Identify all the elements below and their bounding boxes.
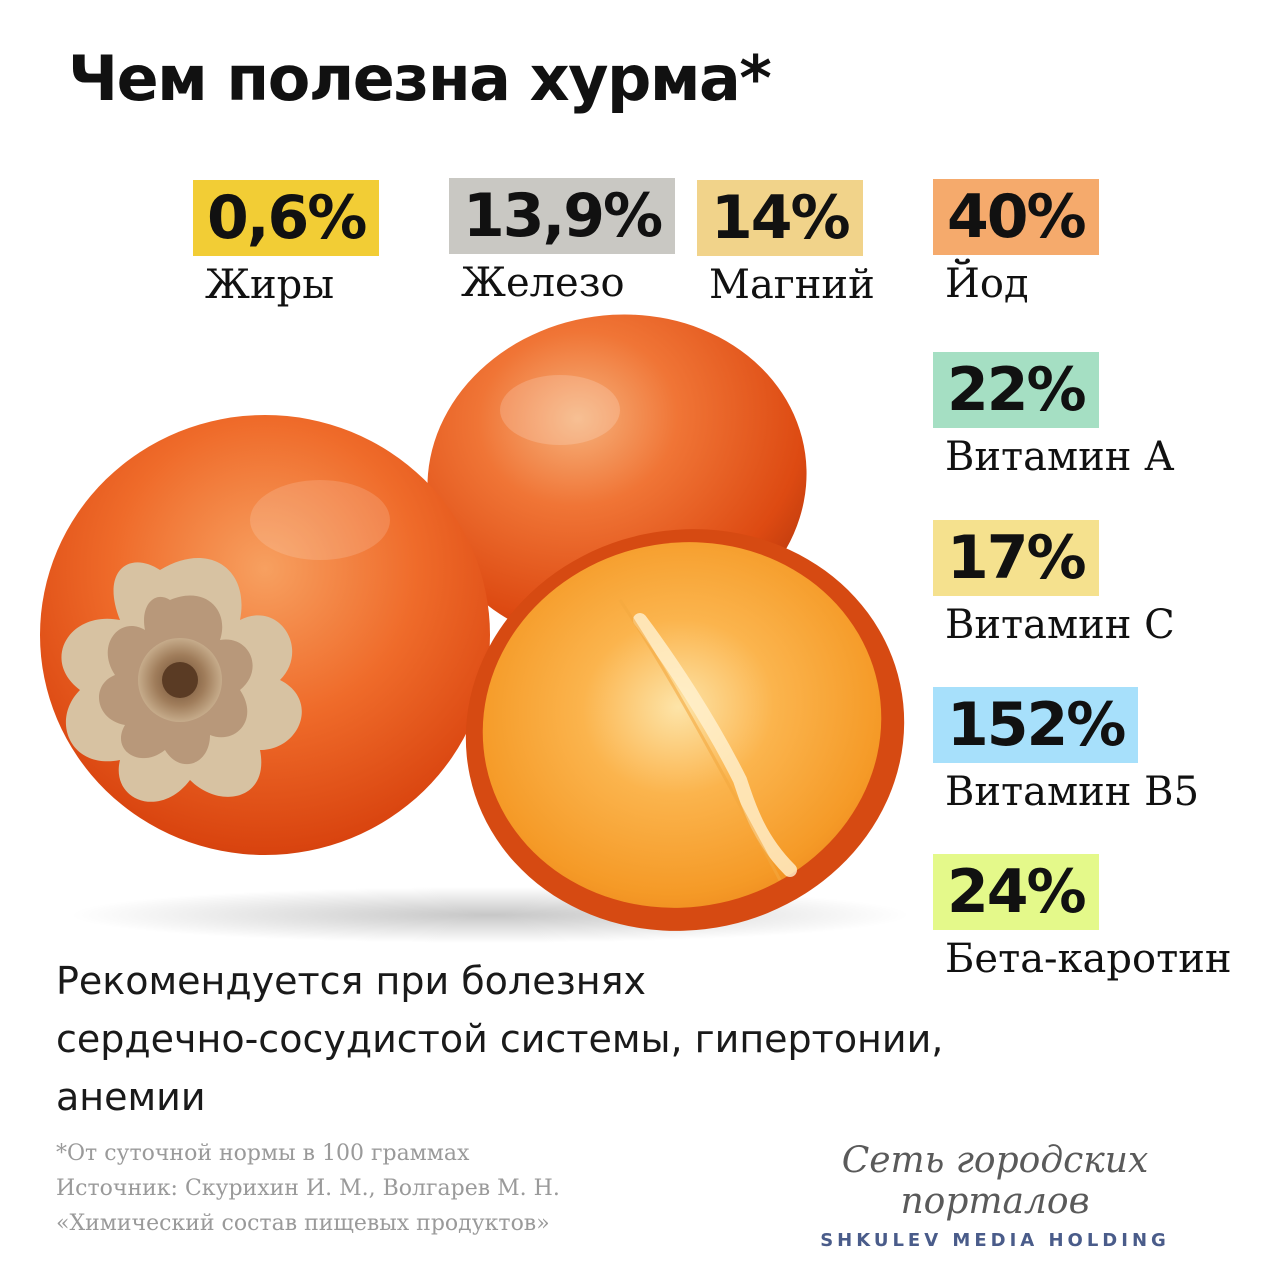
nutrient-label: Витамин С bbox=[945, 602, 1175, 648]
nutrient-label: Йод bbox=[945, 261, 1029, 307]
nutrient-value-badge: 40% bbox=[933, 179, 1099, 255]
nutrient-value-badge: 152% bbox=[933, 687, 1139, 763]
footnote: *От суточной нормы в 100 граммах Источни… bbox=[56, 1136, 696, 1241]
nutrient-vitamin-b5: 152% Витамин В5 bbox=[933, 687, 1199, 815]
nutrient-value-badge: 14% bbox=[697, 180, 863, 256]
nutrient-label: Магний bbox=[709, 262, 875, 308]
page-title: Чем полезна хурма* bbox=[68, 42, 772, 115]
brand-logo: Сеть городских порталов SHKULEV MEDIA HO… bbox=[770, 1140, 1220, 1251]
footnote-line: «Химический состав пищевых продуктов» bbox=[56, 1211, 550, 1236]
nutrient-value-badge: 24% bbox=[933, 854, 1099, 930]
nutrient-vitamin-a: 22% Витамин А bbox=[933, 352, 1174, 480]
recommendation-line: анемии bbox=[56, 1075, 206, 1119]
nutrient-label: Бета-каротин bbox=[945, 936, 1232, 982]
recommendation-line: сердечно-сосудистой системы, гипертонии, bbox=[56, 1017, 944, 1061]
nutrient-beta-carotene: 24% Бета-каротин bbox=[933, 854, 1232, 982]
nutrient-fat: 0,6% Жиры bbox=[193, 180, 380, 308]
nutrient-vitamin-c: 17% Витамин С bbox=[933, 520, 1175, 648]
persimmon-illustration bbox=[40, 314, 910, 943]
nutrient-label: Жиры bbox=[205, 262, 335, 308]
nutrient-magnesium: 14% Магний bbox=[697, 180, 875, 308]
brand-script-text: Сеть городских порталов bbox=[841, 1140, 1149, 1222]
footnote-line: Источник: Скурихин И. М., Волгарев М. Н. bbox=[56, 1176, 560, 1201]
nutrient-value-badge: 13,9% bbox=[449, 178, 676, 254]
recommendation-text: Рекомендуется при болезнях сердечно-сосу… bbox=[56, 952, 1056, 1126]
nutrient-label: Витамин В5 bbox=[945, 769, 1200, 815]
recommendation-line: Рекомендуется при болезнях bbox=[56, 959, 646, 1003]
nutrient-label: Витамин А bbox=[945, 434, 1175, 480]
nutrient-iodine: 40% Йод bbox=[933, 179, 1099, 307]
footnote-line: *От суточной нормы в 100 граммах bbox=[56, 1141, 470, 1166]
nutrient-iron: 13,9% Железо bbox=[449, 178, 676, 306]
brand-holding-text: SHKULEV MEDIA HOLDING bbox=[820, 1230, 1170, 1251]
nutrient-value-badge: 0,6% bbox=[193, 180, 380, 256]
nutrient-label: Железо bbox=[461, 260, 625, 306]
calyx bbox=[61, 558, 302, 802]
nutrient-value-badge: 22% bbox=[933, 352, 1099, 428]
nutrient-value-badge: 17% bbox=[933, 520, 1099, 596]
cut-persimmon-flesh bbox=[482, 542, 882, 908]
